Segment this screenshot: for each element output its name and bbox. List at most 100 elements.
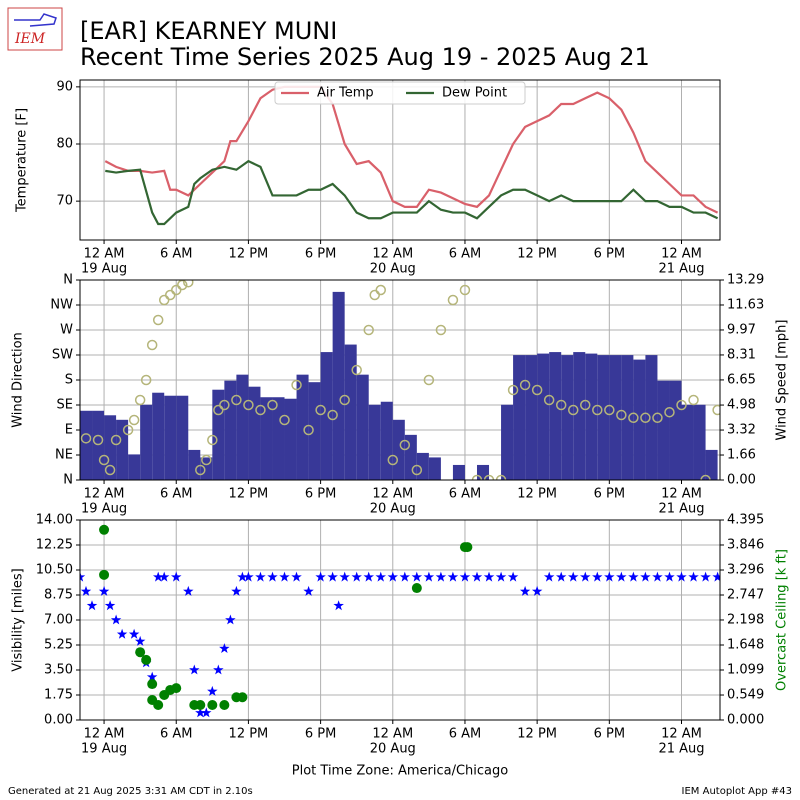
bar	[549, 352, 562, 480]
star-point	[159, 571, 170, 582]
circle-point	[237, 692, 248, 703]
circle-point	[604, 404, 615, 416]
circle-point	[567, 404, 579, 416]
y2-tick-label: 4.98	[727, 398, 756, 413]
circle-point	[128, 414, 140, 426]
circle-point	[447, 294, 459, 306]
x-date-label: 21 Aug	[658, 742, 704, 757]
line-series	[105, 159, 719, 226]
bar	[368, 404, 381, 480]
circle-point	[279, 414, 290, 426]
star-point	[543, 571, 555, 582]
star-point	[351, 571, 362, 582]
circle-point	[700, 474, 711, 480]
circle-point	[201, 454, 212, 466]
bar	[344, 344, 357, 480]
circle-point	[616, 409, 627, 421]
star-point	[363, 571, 374, 582]
circle-point	[628, 412, 639, 424]
circle-point	[140, 374, 152, 386]
y-tick-label: N	[63, 273, 73, 288]
star-point	[255, 571, 266, 582]
x-tick-label: 12 AM	[661, 727, 702, 742]
circle-point	[471, 474, 483, 480]
circle-point	[462, 542, 473, 553]
y-axis-label: Wind Direction	[11, 332, 26, 428]
y-tick-label: 7.00	[44, 613, 73, 628]
x-tick-label: 12 AM	[372, 727, 413, 742]
bar	[80, 410, 93, 480]
bar	[284, 398, 297, 480]
bar	[176, 395, 189, 480]
circle-point	[411, 583, 422, 594]
bar	[392, 419, 405, 480]
circle-point	[243, 399, 254, 411]
star-point	[423, 571, 435, 582]
circle-point	[171, 683, 182, 694]
circle-point	[580, 399, 591, 411]
y2-tick-label: 8.31	[727, 347, 756, 362]
logo-frame	[7, 7, 63, 51]
x-date-label: 21 Aug	[658, 262, 704, 277]
y2-tick-label: 0.549	[727, 688, 764, 703]
star-point	[128, 628, 140, 639]
circle-point	[207, 434, 218, 446]
star-point	[303, 585, 314, 596]
bar	[633, 359, 646, 480]
x-tick-label: 12 AM	[372, 487, 413, 502]
y2-tick-label: 11.63	[727, 297, 764, 312]
star-point	[219, 643, 230, 653]
star-point	[327, 571, 338, 582]
x-date-label: 20 Aug	[370, 262, 416, 277]
circle-point	[399, 439, 411, 451]
star-point	[267, 571, 278, 582]
circle-point	[712, 404, 720, 416]
x-date-label: 19 Aug	[81, 742, 127, 757]
legend-label: Dew Point	[442, 86, 507, 101]
star-point	[580, 571, 591, 582]
circle-point	[387, 454, 399, 466]
bar	[428, 457, 441, 480]
x-tick-label: 12 AM	[661, 487, 702, 502]
bar	[260, 397, 273, 480]
axes-frame	[79, 279, 721, 481]
y2-axis-label: Wind Speed [mph]	[775, 320, 790, 441]
y-tick-label: 3.50	[44, 663, 73, 678]
circle-point	[255, 404, 266, 416]
bar	[140, 404, 153, 480]
bar	[128, 454, 141, 480]
x-date-label: 19 Aug	[81, 262, 127, 277]
circle-point	[315, 404, 326, 416]
logo-icon	[14, 13, 57, 27]
footer-left: Generated at 21 Aug 2025 3:31 AM CDT in …	[8, 786, 253, 797]
y-tick-label: E	[65, 423, 73, 438]
y-tick-label: NW	[50, 298, 73, 313]
plot-area	[80, 280, 720, 480]
bar	[452, 464, 465, 480]
star-point	[531, 585, 543, 596]
bar	[92, 410, 105, 480]
x-tick-label: 12 PM	[517, 727, 557, 742]
y2-tick-label: 3.846	[727, 537, 764, 552]
legend-label: Air Temp	[317, 86, 374, 101]
bar	[513, 355, 526, 480]
star-point	[483, 571, 495, 582]
star-point	[315, 571, 326, 582]
panel: 12 AM 6 AM 12 PM 6 PM 12 AM 6 AM 12 PM 6 PM 12 A…	[15, 79, 721, 277]
circle-point	[664, 406, 675, 418]
star-point	[495, 571, 507, 582]
circle-point	[152, 314, 164, 326]
bar	[525, 355, 538, 480]
bar	[705, 449, 718, 480]
bar	[645, 355, 658, 480]
y-tick-label: 8.75	[44, 588, 73, 603]
circle-point	[195, 464, 206, 476]
bar	[296, 374, 309, 480]
bar	[501, 404, 514, 480]
star-point	[652, 571, 663, 582]
circle-point	[92, 434, 104, 446]
bar	[561, 355, 574, 480]
star-point	[86, 600, 98, 611]
bar	[681, 404, 694, 480]
